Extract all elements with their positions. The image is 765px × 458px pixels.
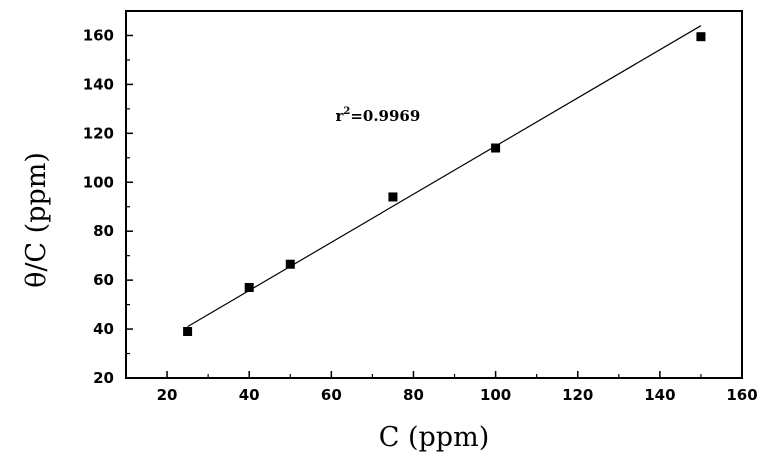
y-axis-ticks xyxy=(126,34,133,379)
y-tick-label: 80 xyxy=(93,222,114,240)
x-axis-tick-labels: 20 40 60 80 100 120 140 160 xyxy=(157,386,758,404)
x-axis-ticks xyxy=(166,371,743,378)
y-tick-label: 20 xyxy=(93,369,114,387)
y-axis-title: θ/C (ppm) xyxy=(21,152,52,288)
data-point xyxy=(183,327,193,337)
data-point xyxy=(491,143,501,153)
y-tick-label: 140 xyxy=(83,75,114,93)
y-tick-label: 100 xyxy=(83,173,114,191)
data-points xyxy=(183,32,706,337)
x-tick-label: 40 xyxy=(239,386,260,404)
fit-line xyxy=(187,25,702,328)
y-axis-tick-labels: 20 40 60 80 100 120 140 160 xyxy=(83,26,114,387)
data-point xyxy=(388,192,398,202)
r-squared-superscript: 2 xyxy=(343,106,350,117)
x-tick-label: 160 xyxy=(726,386,757,404)
y-tick-label: 120 xyxy=(83,124,114,142)
x-tick-label: 80 xyxy=(403,386,424,404)
plot-frame xyxy=(125,10,743,379)
r-squared-annotation: r2=0.9969 xyxy=(335,106,420,125)
x-tick-label: 60 xyxy=(321,386,342,404)
y-tick-label: 40 xyxy=(93,320,114,338)
x-axis-title: C (ppm) xyxy=(379,422,489,453)
x-tick-label: 20 xyxy=(157,386,178,404)
x-tick-label: 100 xyxy=(480,386,511,404)
data-point xyxy=(285,259,295,269)
x-tick-label: 120 xyxy=(562,386,593,404)
data-point xyxy=(696,32,706,42)
x-tick-label: 140 xyxy=(644,386,675,404)
y-tick-label: 160 xyxy=(83,26,114,44)
data-point xyxy=(244,282,254,292)
r-squared-prefix: r xyxy=(335,107,344,125)
y-tick-label: 60 xyxy=(93,271,114,289)
r-squared-value: =0.9969 xyxy=(350,107,420,125)
